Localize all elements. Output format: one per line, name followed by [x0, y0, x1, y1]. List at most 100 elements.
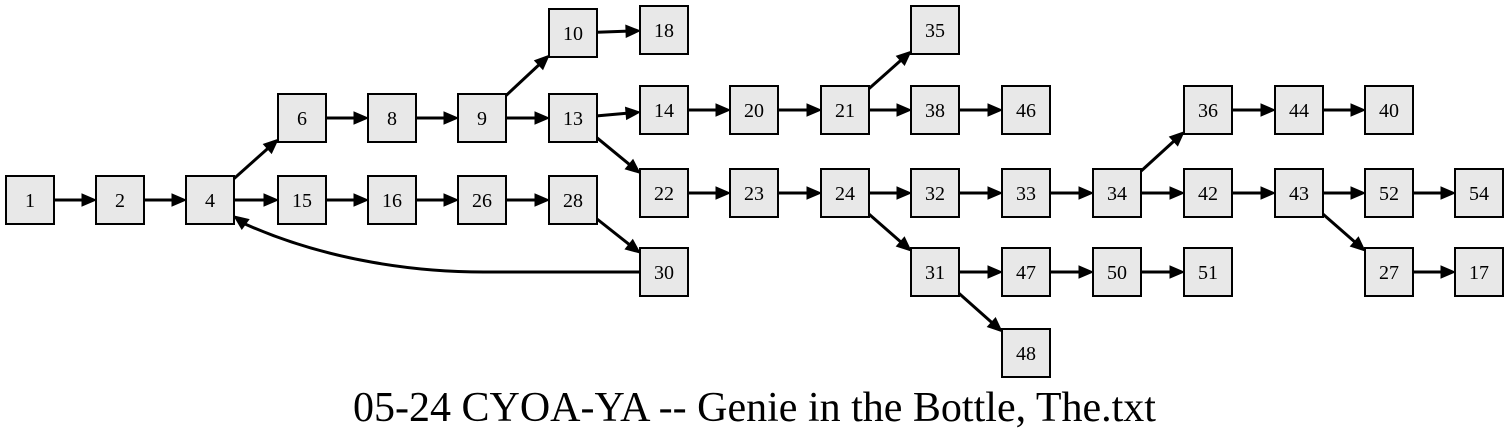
edge-line-4-6: [233, 146, 271, 180]
arrowhead-27-17: [1440, 265, 1457, 279]
arrowhead-38-46: [987, 103, 1004, 117]
edge-20-21: [778, 103, 823, 117]
node-box-38: [910, 85, 960, 135]
node-label-54: 54: [1469, 183, 1489, 205]
node-9: 9: [457, 93, 507, 143]
edge-44-40: [1323, 103, 1367, 117]
node-52: 52: [1364, 168, 1414, 218]
node-27: 27: [1364, 247, 1414, 297]
edge-2-4: [144, 193, 188, 207]
node-box-46: [1001, 85, 1051, 135]
node-30: 30: [639, 247, 689, 297]
edge-10-18: [596, 24, 642, 39]
arrowhead-15-16: [353, 193, 370, 207]
node-13: 13: [548, 93, 598, 143]
node-label-9: 9: [477, 108, 487, 130]
edge-24-31: [868, 212, 912, 252]
node-label-43: 43: [1289, 183, 1309, 205]
arrowhead-13-14: [624, 106, 642, 121]
node-label-27: 27: [1379, 262, 1399, 284]
node-label-38: 38: [925, 100, 945, 122]
node-label-14: 14: [654, 100, 674, 122]
edge-42-43: [1232, 186, 1277, 200]
arrowhead-9-13: [534, 111, 551, 125]
arrowhead-32-33: [987, 186, 1004, 200]
edge-line-30-4: [244, 222, 640, 274]
node-box-18: [639, 5, 689, 55]
node-label-15: 15: [292, 190, 312, 212]
node-box-28: [548, 175, 598, 225]
edge-line-13-22: [596, 136, 632, 167]
node-box-13: [548, 93, 598, 143]
node-label-48: 48: [1016, 343, 1036, 365]
node-label-17: 17: [1469, 262, 1489, 284]
node-box-43: [1274, 168, 1324, 218]
arrowhead-6-8: [353, 111, 370, 125]
edge-13-14: [596, 106, 642, 121]
node-label-8: 8: [387, 108, 397, 130]
node-48: 48: [1001, 328, 1051, 378]
node-34: 34: [1092, 168, 1142, 218]
node-2: 2: [95, 175, 145, 225]
arrowhead-23-24: [806, 186, 823, 200]
node-label-2: 2: [115, 190, 125, 212]
node-box-26: [457, 175, 507, 225]
node-box-9: [457, 93, 507, 143]
edge-line-9-10: [504, 62, 542, 97]
node-box-30: [639, 247, 689, 297]
node-6: 6: [277, 93, 327, 143]
edge-21-35: [868, 50, 912, 90]
node-box-1: [5, 175, 55, 225]
node-46: 46: [1001, 85, 1051, 135]
edge-21-38: [869, 103, 913, 117]
edge-line-28-30: [596, 217, 632, 247]
node-label-28: 28: [563, 190, 583, 212]
node-box-31: [910, 247, 960, 297]
edge-31-48: [958, 292, 1003, 333]
edge-line-13-14: [596, 111, 629, 118]
node-40: 40: [1364, 85, 1414, 135]
node-42: 42: [1183, 168, 1233, 218]
edge-33-34: [1050, 186, 1095, 200]
arrowhead-28-30: [624, 238, 641, 254]
edge-line-24-31: [868, 212, 903, 245]
arrowhead-43-27: [1349, 236, 1366, 252]
arrowhead-43-52: [1350, 186, 1367, 200]
node-label-30: 30: [654, 262, 674, 284]
edge-24-32: [869, 186, 913, 200]
node-21: 21: [820, 85, 870, 135]
edge-28-30: [596, 217, 641, 254]
edge-9-10: [504, 54, 550, 97]
edge-13-22: [596, 136, 641, 175]
edge-43-27: [1322, 212, 1366, 252]
node-8: 8: [367, 93, 417, 143]
node-1: 1: [5, 175, 55, 225]
node-17: 17: [1454, 247, 1504, 297]
node-box-47: [1001, 247, 1051, 297]
node-15: 15: [277, 175, 327, 225]
node-4: 4: [185, 175, 235, 225]
node-label-34: 34: [1107, 183, 1127, 205]
node-box-17: [1454, 247, 1504, 297]
node-box-8: [367, 93, 417, 143]
node-label-50: 50: [1107, 262, 1127, 284]
node-label-23: 23: [744, 183, 764, 205]
arrowhead-33-34: [1078, 186, 1095, 200]
node-20: 20: [729, 85, 779, 135]
node-box-6: [277, 93, 327, 143]
arrowhead-16-26: [443, 193, 460, 207]
node-box-54: [1454, 168, 1504, 218]
edge-26-28: [506, 193, 551, 207]
node-label-20: 20: [744, 100, 764, 122]
node-label-36: 36: [1198, 100, 1218, 122]
node-label-44: 44: [1289, 100, 1309, 122]
node-54: 54: [1454, 168, 1504, 218]
node-box-52: [1364, 168, 1414, 218]
edge-1-2: [54, 193, 98, 207]
node-box-22: [639, 168, 689, 218]
edge-8-9: [416, 111, 460, 125]
edge-4-6: [233, 138, 279, 180]
node-label-22: 22: [654, 183, 674, 205]
edge-15-16: [326, 193, 370, 207]
